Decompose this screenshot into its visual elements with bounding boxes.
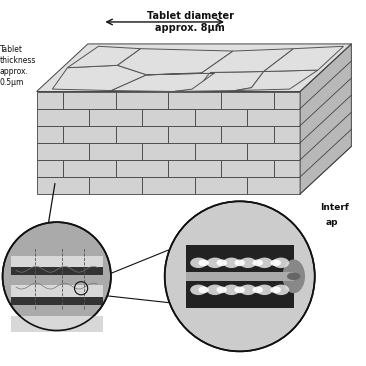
Polygon shape (63, 160, 116, 177)
Ellipse shape (223, 258, 240, 268)
Circle shape (3, 222, 111, 330)
Ellipse shape (240, 258, 256, 268)
Ellipse shape (235, 287, 245, 293)
Ellipse shape (190, 258, 207, 268)
Ellipse shape (253, 259, 263, 266)
Text: Interf: Interf (320, 203, 349, 212)
Polygon shape (195, 109, 247, 126)
Polygon shape (89, 177, 142, 194)
Polygon shape (116, 92, 168, 109)
Polygon shape (201, 49, 294, 74)
Ellipse shape (198, 287, 209, 293)
Polygon shape (67, 46, 141, 68)
FancyBboxPatch shape (11, 298, 103, 305)
FancyBboxPatch shape (186, 272, 294, 281)
Ellipse shape (270, 259, 281, 266)
Polygon shape (142, 177, 195, 194)
Polygon shape (111, 72, 210, 92)
Polygon shape (235, 70, 318, 90)
Polygon shape (142, 109, 195, 126)
Polygon shape (274, 160, 300, 177)
Polygon shape (63, 92, 116, 109)
Polygon shape (247, 143, 300, 160)
Polygon shape (89, 143, 142, 160)
Polygon shape (63, 126, 116, 143)
Polygon shape (52, 66, 147, 90)
Polygon shape (89, 109, 142, 126)
Ellipse shape (216, 259, 227, 266)
Ellipse shape (287, 273, 300, 280)
Ellipse shape (207, 258, 223, 268)
FancyBboxPatch shape (11, 317, 103, 332)
Polygon shape (247, 109, 300, 126)
Ellipse shape (256, 285, 273, 295)
Polygon shape (37, 160, 63, 177)
Polygon shape (37, 143, 89, 160)
Ellipse shape (253, 287, 263, 293)
Ellipse shape (273, 285, 289, 295)
Text: Tablet
thickness
approx.
0.5μm: Tablet thickness approx. 0.5μm (0, 45, 36, 87)
Polygon shape (168, 126, 221, 143)
Ellipse shape (223, 285, 240, 295)
Polygon shape (247, 177, 300, 194)
FancyBboxPatch shape (11, 267, 103, 275)
Polygon shape (142, 143, 195, 160)
FancyBboxPatch shape (11, 256, 103, 271)
Polygon shape (116, 160, 168, 177)
Polygon shape (37, 126, 63, 143)
Polygon shape (37, 177, 89, 194)
Polygon shape (168, 160, 221, 177)
Ellipse shape (216, 287, 227, 293)
Circle shape (165, 201, 315, 351)
Polygon shape (221, 92, 274, 109)
Ellipse shape (190, 285, 207, 295)
Polygon shape (300, 44, 351, 194)
Text: Tablet diameter
approx. 8μm: Tablet diameter approx. 8μm (147, 11, 234, 33)
Ellipse shape (198, 259, 209, 266)
Polygon shape (274, 126, 300, 143)
Polygon shape (117, 49, 233, 75)
FancyBboxPatch shape (11, 285, 103, 300)
Polygon shape (168, 92, 221, 109)
Polygon shape (195, 177, 247, 194)
Polygon shape (37, 44, 351, 92)
Ellipse shape (283, 259, 305, 293)
Ellipse shape (240, 285, 256, 295)
Ellipse shape (256, 258, 273, 268)
Polygon shape (37, 92, 63, 109)
Polygon shape (173, 71, 264, 92)
Text: ap: ap (326, 218, 338, 227)
Polygon shape (274, 92, 300, 109)
Polygon shape (221, 126, 274, 143)
Polygon shape (37, 109, 89, 126)
Polygon shape (195, 143, 247, 160)
Ellipse shape (235, 259, 245, 266)
Polygon shape (264, 46, 344, 71)
Ellipse shape (270, 287, 281, 293)
Ellipse shape (207, 285, 223, 295)
Ellipse shape (273, 258, 289, 268)
Polygon shape (116, 126, 168, 143)
FancyBboxPatch shape (186, 245, 294, 308)
Polygon shape (147, 72, 214, 75)
Polygon shape (221, 160, 274, 177)
